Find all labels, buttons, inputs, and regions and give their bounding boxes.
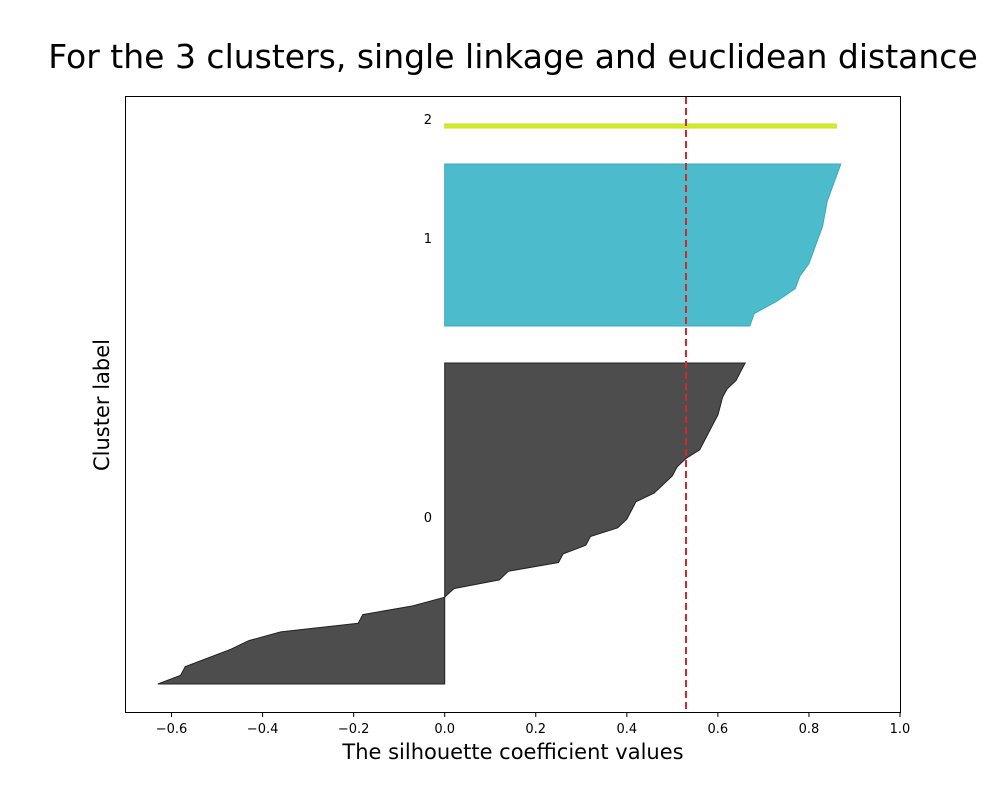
- x-axis: −0.6 −0.4 −0.2 0.0 0.2 0.4 0.6 0.8 1.0: [156, 712, 911, 737]
- cluster-label-2: 2: [424, 113, 432, 128]
- cluster-1-silhouette-area: [444, 163, 842, 327]
- x-tick-label: 0.8: [799, 722, 820, 737]
- chart-title: For the 3 clusters, single linkage and e…: [48, 37, 978, 76]
- plot-area: 0 1 2: [157, 97, 842, 712]
- cluster-label-1: 1: [424, 232, 432, 247]
- x-tick-label: −0.2: [338, 722, 370, 737]
- x-tick-label: 0.2: [525, 722, 546, 737]
- plot-frame: [125, 96, 901, 713]
- cluster-label-0: 0: [424, 511, 432, 526]
- cluster-2-silhouette-area: [444, 123, 837, 129]
- x-tick-label: −0.6: [156, 722, 188, 737]
- x-tick-label: 0.4: [616, 722, 637, 737]
- x-tick-label: 1.0: [890, 722, 911, 737]
- x-tick-label: 0.0: [434, 722, 455, 737]
- x-tick-label: 0.6: [708, 722, 729, 737]
- x-tick-label: −0.4: [247, 722, 279, 737]
- cluster-0-silhouette-area: [157, 362, 747, 685]
- x-axis-label: The silhouette coefficient values: [341, 740, 683, 764]
- y-axis-label: Cluster label: [90, 339, 114, 471]
